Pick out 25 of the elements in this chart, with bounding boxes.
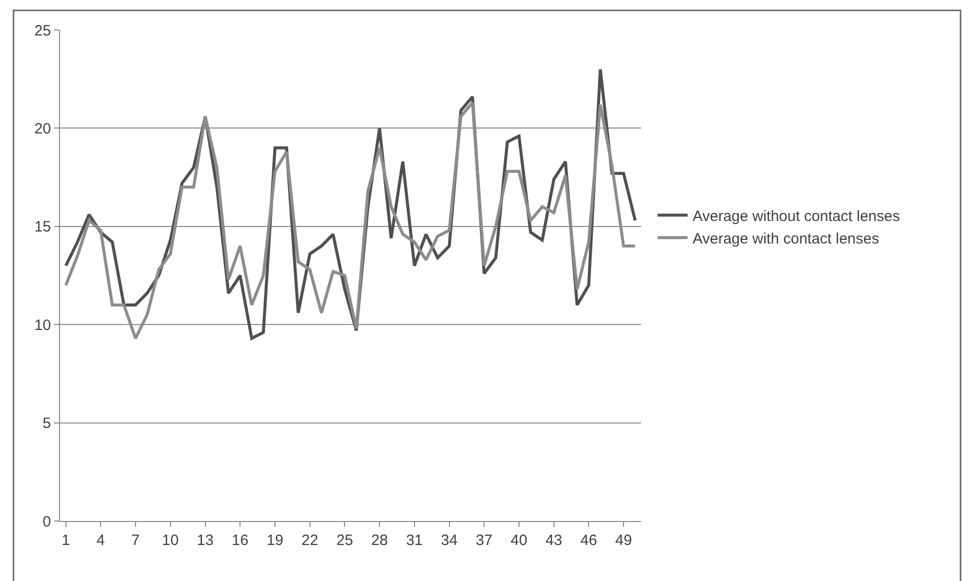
y-tick-label: 20 <box>34 120 51 138</box>
legend-label: Average with contact lenses <box>692 230 880 248</box>
legend-label: Average without contact lenses <box>692 208 900 225</box>
x-tick-label: 25 <box>336 532 354 549</box>
y-tick-label: 5 <box>42 415 51 432</box>
x-tick-label: 31 <box>406 532 423 549</box>
y-tick-label: 15 <box>34 218 51 236</box>
x-tick-label: 4 <box>96 532 105 549</box>
x-tick-label: 43 <box>546 532 562 549</box>
x-tick-label: 19 <box>266 532 284 549</box>
x-tick-label: 40 <box>510 532 528 549</box>
x-tick-label: 28 <box>371 532 388 549</box>
x-tick-label: 16 <box>232 532 248 549</box>
x-tick-label: 46 <box>580 532 598 549</box>
x-tick-label: 37 <box>476 532 492 549</box>
x-tick-label: 10 <box>162 532 179 549</box>
x-tick-label: 22 <box>301 532 318 549</box>
x-tick-label: 13 <box>196 532 214 549</box>
y-tick-label: 0 <box>42 513 51 530</box>
y-tick-label: 10 <box>34 316 51 334</box>
x-tick-label: 34 <box>440 532 458 549</box>
x-tick-label: 49 <box>615 532 632 549</box>
y-tick-label: 25 <box>34 22 51 40</box>
x-tick-label: 7 <box>131 532 140 549</box>
x-tick-label: 1 <box>62 532 70 549</box>
